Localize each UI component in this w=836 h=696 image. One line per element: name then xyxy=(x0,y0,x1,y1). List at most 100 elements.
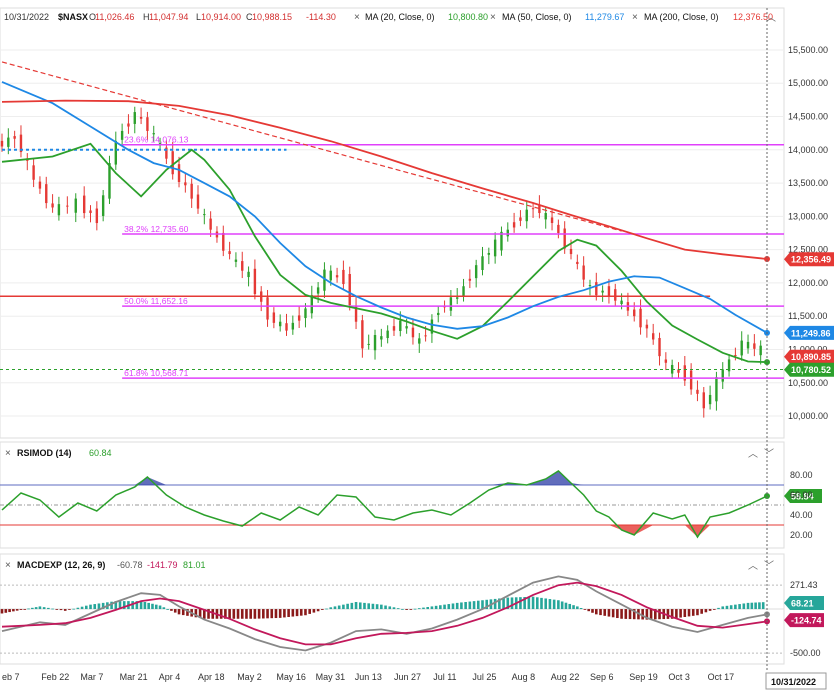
current-date-box xyxy=(765,672,827,690)
macd-histogram-bar xyxy=(325,608,328,610)
macd-histogram-bar xyxy=(434,605,438,610)
x-tick-label: Jun 27 xyxy=(394,672,421,682)
candle-body xyxy=(474,265,478,279)
x-tick-label: Aug 8 xyxy=(512,672,536,682)
candle-body xyxy=(89,210,92,214)
header-high: 11,047.94 xyxy=(149,12,188,22)
candle-body xyxy=(721,369,724,382)
macd-histogram-bar xyxy=(342,604,345,610)
macd-header: × MACDEXP (12, 26, 9) -60.78 -141.79 81.… xyxy=(5,560,774,572)
macd-endpoint xyxy=(764,611,770,618)
macd-histogram-bar xyxy=(80,606,84,610)
macd-histogram-bar xyxy=(122,601,126,610)
macd-histogram-bar xyxy=(89,604,92,610)
price-tick-label: 14,000.00 xyxy=(788,145,828,155)
macd-histogram-bar xyxy=(321,609,324,610)
macd-tick-label: -500.00 xyxy=(790,648,821,658)
price-tag-label: 11,249.86 xyxy=(791,328,831,338)
candle-body xyxy=(689,370,693,390)
macd-histogram-bar xyxy=(548,599,552,610)
candle-body xyxy=(531,208,535,210)
macd-close-icon[interactable]: × xyxy=(5,560,11,571)
rsi-tag-label: 58.84 xyxy=(791,492,814,502)
candle-body xyxy=(576,261,579,265)
candle-body xyxy=(430,319,434,334)
macd-histogram-bar xyxy=(228,609,231,619)
macd-tag xyxy=(784,613,824,628)
candle-body xyxy=(424,335,427,337)
macd-histogram-bar xyxy=(207,609,210,619)
macd-histogram-bar xyxy=(232,609,236,619)
collapse-icon[interactable]: ︿ xyxy=(766,13,776,24)
main-grid xyxy=(0,49,784,417)
macd-histogram-bar xyxy=(270,609,274,619)
macd-histogram-bar xyxy=(55,609,59,610)
price-tick-label: 10,000.00 xyxy=(788,411,828,421)
candle-body xyxy=(0,140,4,147)
candle-body xyxy=(595,282,598,296)
candle-body xyxy=(323,269,326,291)
rsi-collapse-icon[interactable]: ︿ xyxy=(748,449,758,460)
macd-histogram-bar xyxy=(603,609,607,616)
macd-histogram-bar xyxy=(158,605,162,610)
macd-histogram-bar xyxy=(295,609,299,617)
candle-body xyxy=(32,165,35,180)
price-tick-label: 13,500.00 xyxy=(788,178,828,188)
x-tick-label: May 2 xyxy=(237,672,262,682)
macd-histogram-bar xyxy=(266,609,269,619)
rsi-tick-label: 80.00 xyxy=(790,470,813,480)
macd-histogram-bar xyxy=(173,609,177,613)
macd-histogram-bar xyxy=(658,609,661,620)
ma200-close-icon[interactable]: × xyxy=(632,12,638,23)
macd-histogram-bar xyxy=(84,605,88,610)
candle-body xyxy=(171,151,174,175)
ma50-close-icon[interactable]: × xyxy=(490,12,496,23)
candle-body xyxy=(651,333,655,340)
price-tick-label: 12,500.00 xyxy=(788,245,828,255)
ma20-close-icon[interactable]: × xyxy=(354,12,360,23)
candle-body xyxy=(367,343,370,345)
macd-histogram-bar xyxy=(304,609,307,616)
macd-histogram-bar xyxy=(531,596,535,610)
macd-histogram-bar xyxy=(367,603,370,610)
macd-histogram-bar xyxy=(350,602,354,610)
macd-value-3: 81.01 xyxy=(183,560,206,570)
macd-histogram-bar xyxy=(455,602,459,610)
macd-histogram-bar xyxy=(560,601,564,610)
macd-histogram-bar xyxy=(253,609,257,619)
macd-histogram-bar xyxy=(645,609,649,620)
fib-label: 61.8% 10,568.71 xyxy=(124,368,189,378)
rsi-tick-label: 20.00 xyxy=(790,530,813,540)
candle-body xyxy=(702,392,705,409)
macd-histogram-bar xyxy=(131,601,134,610)
rsi-close-icon[interactable]: × xyxy=(5,448,11,459)
macd-histogram-bar xyxy=(654,609,657,620)
rsi-expand-icon[interactable]: ﹀ xyxy=(764,448,774,460)
candles xyxy=(0,106,762,418)
candle-body xyxy=(399,320,402,332)
macd-expand-icon[interactable]: ﹀ xyxy=(764,560,774,572)
macd-histogram-bar xyxy=(405,609,408,610)
x-tick-label: Oct 3 xyxy=(668,672,690,682)
candle-body xyxy=(272,312,276,323)
price-tag-label: 10,780.52 xyxy=(791,365,831,375)
header-change: -114.30 xyxy=(306,12,336,22)
rsi-tag xyxy=(784,489,822,503)
price-axis: 15,500.00 15,000.00 14,500.00 14,000.00 13,5… xyxy=(788,45,828,421)
macd-collapse-icon[interactable]: ︿ xyxy=(748,561,758,572)
candle-body xyxy=(715,377,718,402)
x-tick-label: Aug 22 xyxy=(551,672,580,682)
macd-histogram-bar xyxy=(236,609,240,619)
macd-histogram-bar xyxy=(12,609,15,612)
x-tick-label: eb 7 xyxy=(2,672,20,682)
macd-histogram-bar xyxy=(68,609,71,610)
macd-histogram-bar xyxy=(700,609,703,614)
candle-body xyxy=(601,290,604,293)
candle-body xyxy=(304,308,307,319)
candle-body xyxy=(203,214,206,216)
main-pane-header: 10/31/2022 $NASX 11,026.46 11,047.94 10,… xyxy=(4,12,336,22)
macd-histogram-bar xyxy=(198,609,202,619)
candle-body xyxy=(82,195,86,214)
